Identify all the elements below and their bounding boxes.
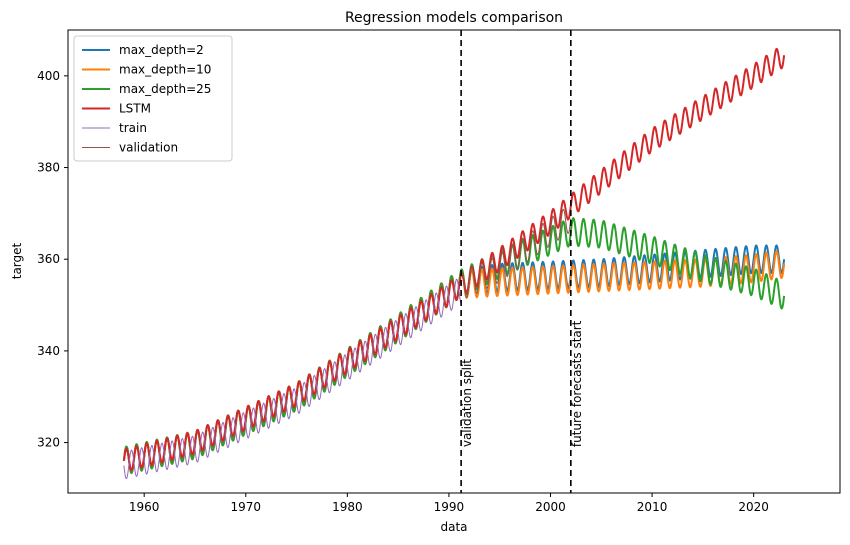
- x-tick-label: 1970: [230, 500, 261, 514]
- y-tick-label: 320: [37, 436, 60, 450]
- x-tick-label: 2010: [637, 500, 668, 514]
- series-line-max-depth-25: [122, 217, 786, 474]
- y-tick-label: 380: [37, 161, 60, 175]
- y-tick-label: 360: [37, 252, 60, 266]
- legend: max_depth=2 max_depth=10 max_depth=25 LSTM t…: [73, 35, 233, 162]
- series-line-train: [123, 278, 462, 480]
- y-axis: 320 340 360 380 400: [37, 69, 68, 450]
- legend-label-max-depth-25: max_depth=25: [119, 82, 211, 96]
- x-tick-label: 2000: [535, 500, 566, 514]
- vertical-markers: validation split future forecasts start: [460, 30, 584, 493]
- x-tick-label: 1960: [129, 500, 160, 514]
- x-tick-label: 1980: [332, 500, 363, 514]
- legend-box: [73, 35, 233, 162]
- legend-label-max-depth-2: max_depth=2: [119, 43, 204, 57]
- y-tick-label: 340: [37, 344, 60, 358]
- vline-label-future-forecasts-start: future forecasts start: [570, 320, 584, 447]
- x-axis: 1960 1970 1980 1990 2000 2010 2020: [129, 493, 769, 514]
- x-tick-label: 1990: [434, 500, 465, 514]
- legend-label-train: train: [119, 121, 147, 135]
- legend-label-max-depth-10: max_depth=10: [119, 63, 211, 77]
- series-line-lstm: [122, 47, 786, 472]
- chart-title: Regression models comparison: [345, 10, 563, 26]
- axes-frame: [67, 29, 841, 494]
- legend-label-lstm: LSTM: [119, 102, 151, 116]
- x-axis-label: data: [440, 520, 467, 534]
- series-line-validation: [460, 208, 572, 299]
- y-axis-label: target: [10, 242, 24, 279]
- x-tick-label: 2020: [738, 500, 769, 514]
- plot-area: [122, 47, 786, 480]
- legend-label-validation: validation: [119, 141, 178, 155]
- y-tick-label: 400: [37, 69, 60, 83]
- vline-label-validation-split: validation split: [460, 359, 474, 447]
